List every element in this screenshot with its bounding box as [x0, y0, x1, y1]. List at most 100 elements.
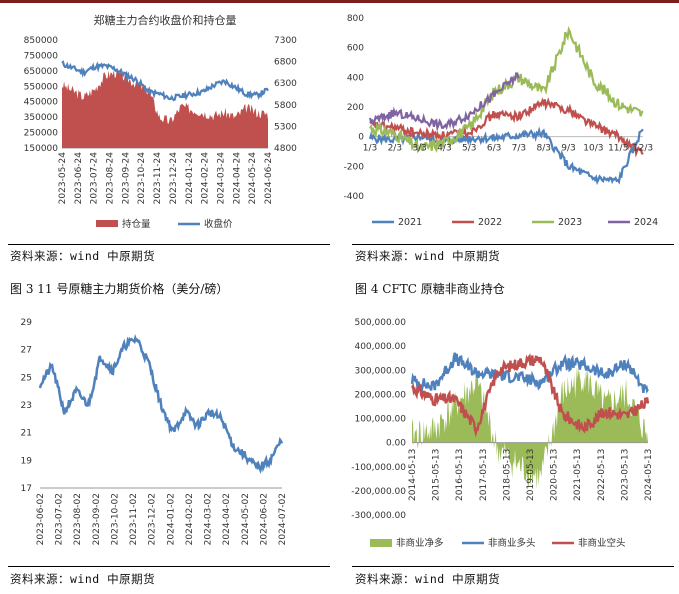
x-tick-label: 2023-09-02	[92, 493, 102, 545]
x-tick-label: 2024-05-02	[241, 493, 251, 545]
y-tick-label: -200,000.00	[351, 487, 406, 497]
legend-label-2024: 2024	[634, 217, 658, 228]
right-tick-label: 4800	[274, 144, 297, 154]
figure-3-title: 图 3 11 号原糖主力期货价格（美分/磅）	[10, 282, 229, 296]
chart-cftc: 500,000.00 400,000.00 300,000.00 200,000.00…	[340, 305, 679, 560]
x-tick-label: 2024-07-02	[278, 493, 288, 545]
line-series-2024	[368, 71, 520, 132]
y-tick-label: -100,000.00	[351, 463, 406, 473]
left-tick-label: 650000	[24, 67, 59, 77]
x-tick-label: 11/3	[608, 144, 628, 154]
legend-label-net-long: 非商业净多	[396, 537, 444, 549]
chart-raw-sugar-svg: 29 27 25 23 21 19 17 2023-06-02 2023-07-02 2023-0…	[21, 318, 288, 545]
x-tick-label: 2023-09-24	[121, 152, 131, 205]
left-tick-label: 550000	[24, 82, 59, 92]
x-tick-label: 2023-05-24	[58, 152, 68, 205]
top-rule	[0, 0, 679, 3]
source-rule-3	[8, 566, 330, 567]
x-tick-label: 5/3	[462, 144, 476, 154]
x-tick-label: 2021-05-13	[573, 449, 583, 501]
chart-zhengtang-svg: 郑糖主力合约收盘价和持仓量 850000 750000 650000 550000 450…	[24, 13, 298, 230]
x-tick-label: 1/3	[363, 144, 377, 154]
area-series-net-long	[412, 366, 648, 490]
left-tick-label: 750000	[24, 51, 59, 61]
x-tick-label: 10/3	[583, 144, 603, 154]
legend-label-long: 非商业多头	[488, 537, 536, 549]
line-series-非商业多头	[410, 352, 650, 394]
x-tick-label: 2016-05-13	[455, 449, 465, 501]
line-series-非商业空头	[410, 353, 650, 438]
bar-series-open-interest	[62, 68, 268, 148]
x-tick-label: 4/3	[437, 144, 451, 154]
y-tick-label: 200	[347, 103, 364, 113]
left-tick-label: 850000	[24, 36, 59, 46]
y-tick-label: 29	[21, 318, 33, 328]
y-tick-label: -300,000.00	[351, 511, 406, 521]
x-tick-label: 2023-12-02	[148, 493, 158, 545]
x-tick-label: 2/3	[388, 144, 402, 154]
legend-label-close: 收盘价	[204, 218, 233, 230]
legend-swatch-open-interest	[96, 220, 118, 227]
y-tick-label: 800	[347, 14, 364, 24]
x-tick-label: 2023-11-02	[129, 493, 139, 545]
x-tick-label: 2024-02-02	[185, 493, 195, 545]
left-tick-label: 350000	[24, 113, 59, 123]
right-tick-label: 5300	[274, 122, 297, 132]
x-tick-label: 2024-02-24	[201, 152, 211, 205]
x-tick-label: 2023-06-02	[36, 493, 46, 545]
x-tick-label: 2023-08-02	[73, 493, 83, 545]
x-tick-label: 2023-08-24	[106, 152, 116, 205]
y-tick-label: 19	[21, 456, 33, 466]
x-tick-label: 2024-04-24	[232, 152, 242, 205]
x-tick-label: 2024-04-02	[222, 493, 232, 545]
y-tick-label: 200,000.00	[354, 390, 406, 400]
right-tick-label: 7300	[274, 36, 297, 46]
x-tick-label: 2023-12-24	[169, 152, 179, 205]
y-tick-label: 0	[358, 133, 364, 143]
x-tick-label: 2024-03-02	[204, 493, 214, 545]
line-series-raw-sugar	[38, 333, 284, 475]
right-tick-label: 6300	[274, 79, 297, 89]
x-tick-label: 2015-05-13	[432, 449, 442, 501]
x-tick-label: 2023-07-02	[55, 493, 65, 545]
x-tick-label: 2020-05-13	[550, 449, 560, 501]
source-3: 资料来源：wind 中原期货	[10, 572, 156, 586]
chart-zhengtang: 郑糖主力合约收盘价和持仓量 850000 750000 650000 550000 450…	[0, 6, 330, 242]
x-tick-label: 2023-07-24	[90, 152, 100, 205]
source-4: 资料来源：wind 中原期货	[355, 572, 501, 586]
x-tick-label: 2024-06-24	[264, 152, 274, 205]
x-tick-label: 9/3	[561, 144, 575, 154]
x-tick-label: 2024-05-24	[248, 152, 258, 205]
y-tick-label: 27	[21, 346, 32, 356]
x-tick-label: 2024-03-24	[216, 152, 226, 205]
y-tick-label: -400	[344, 192, 365, 202]
x-tick-label: 2023-11-24	[153, 152, 163, 205]
x-tick-label: 2024-05-13	[644, 449, 654, 501]
x-tick-label: 12/3	[633, 144, 653, 154]
y-tick-label: 21	[21, 429, 32, 439]
legend-label-2022: 2022	[478, 217, 502, 228]
x-tick-label: 2024-01-24	[185, 152, 195, 205]
line-series-close-price	[61, 60, 269, 102]
source-rule-1	[8, 244, 330, 245]
x-tick-label: 2023-06-24	[74, 152, 84, 205]
y-tick-label: 17	[21, 484, 32, 494]
y-tick-label: 23	[21, 401, 32, 411]
legend-label-2023: 2023	[558, 217, 582, 228]
chart-yearly: 800 600 400 200 0 -200 -400 1/3 2/3 3/3 4/3 5/3 6/3 7…	[340, 6, 679, 242]
left-tick-label: 250000	[24, 129, 59, 139]
right-tick-label: 6800	[274, 58, 297, 68]
line-series-2021	[368, 126, 644, 186]
legend-label-2021: 2021	[398, 217, 422, 228]
chart-yearly-svg: 800 600 400 200 0 -200 -400 1/3 2/3 3/3 4/3 5/3 6/3 7…	[344, 14, 659, 228]
x-tick-label: 2023-05-13	[620, 449, 630, 501]
source-rule-4	[352, 566, 674, 567]
y-tick-label: 400	[347, 73, 364, 83]
legend-label-short: 非商业空头	[578, 537, 626, 549]
x-tick-label: 6/3	[487, 144, 501, 154]
left-tick-label: 150000	[24, 144, 59, 154]
y-tick-label: 600	[347, 44, 364, 54]
y-tick-label: 25	[21, 373, 32, 383]
right-tick-label: 5800	[274, 101, 297, 111]
y-tick-label: -200	[344, 162, 365, 172]
